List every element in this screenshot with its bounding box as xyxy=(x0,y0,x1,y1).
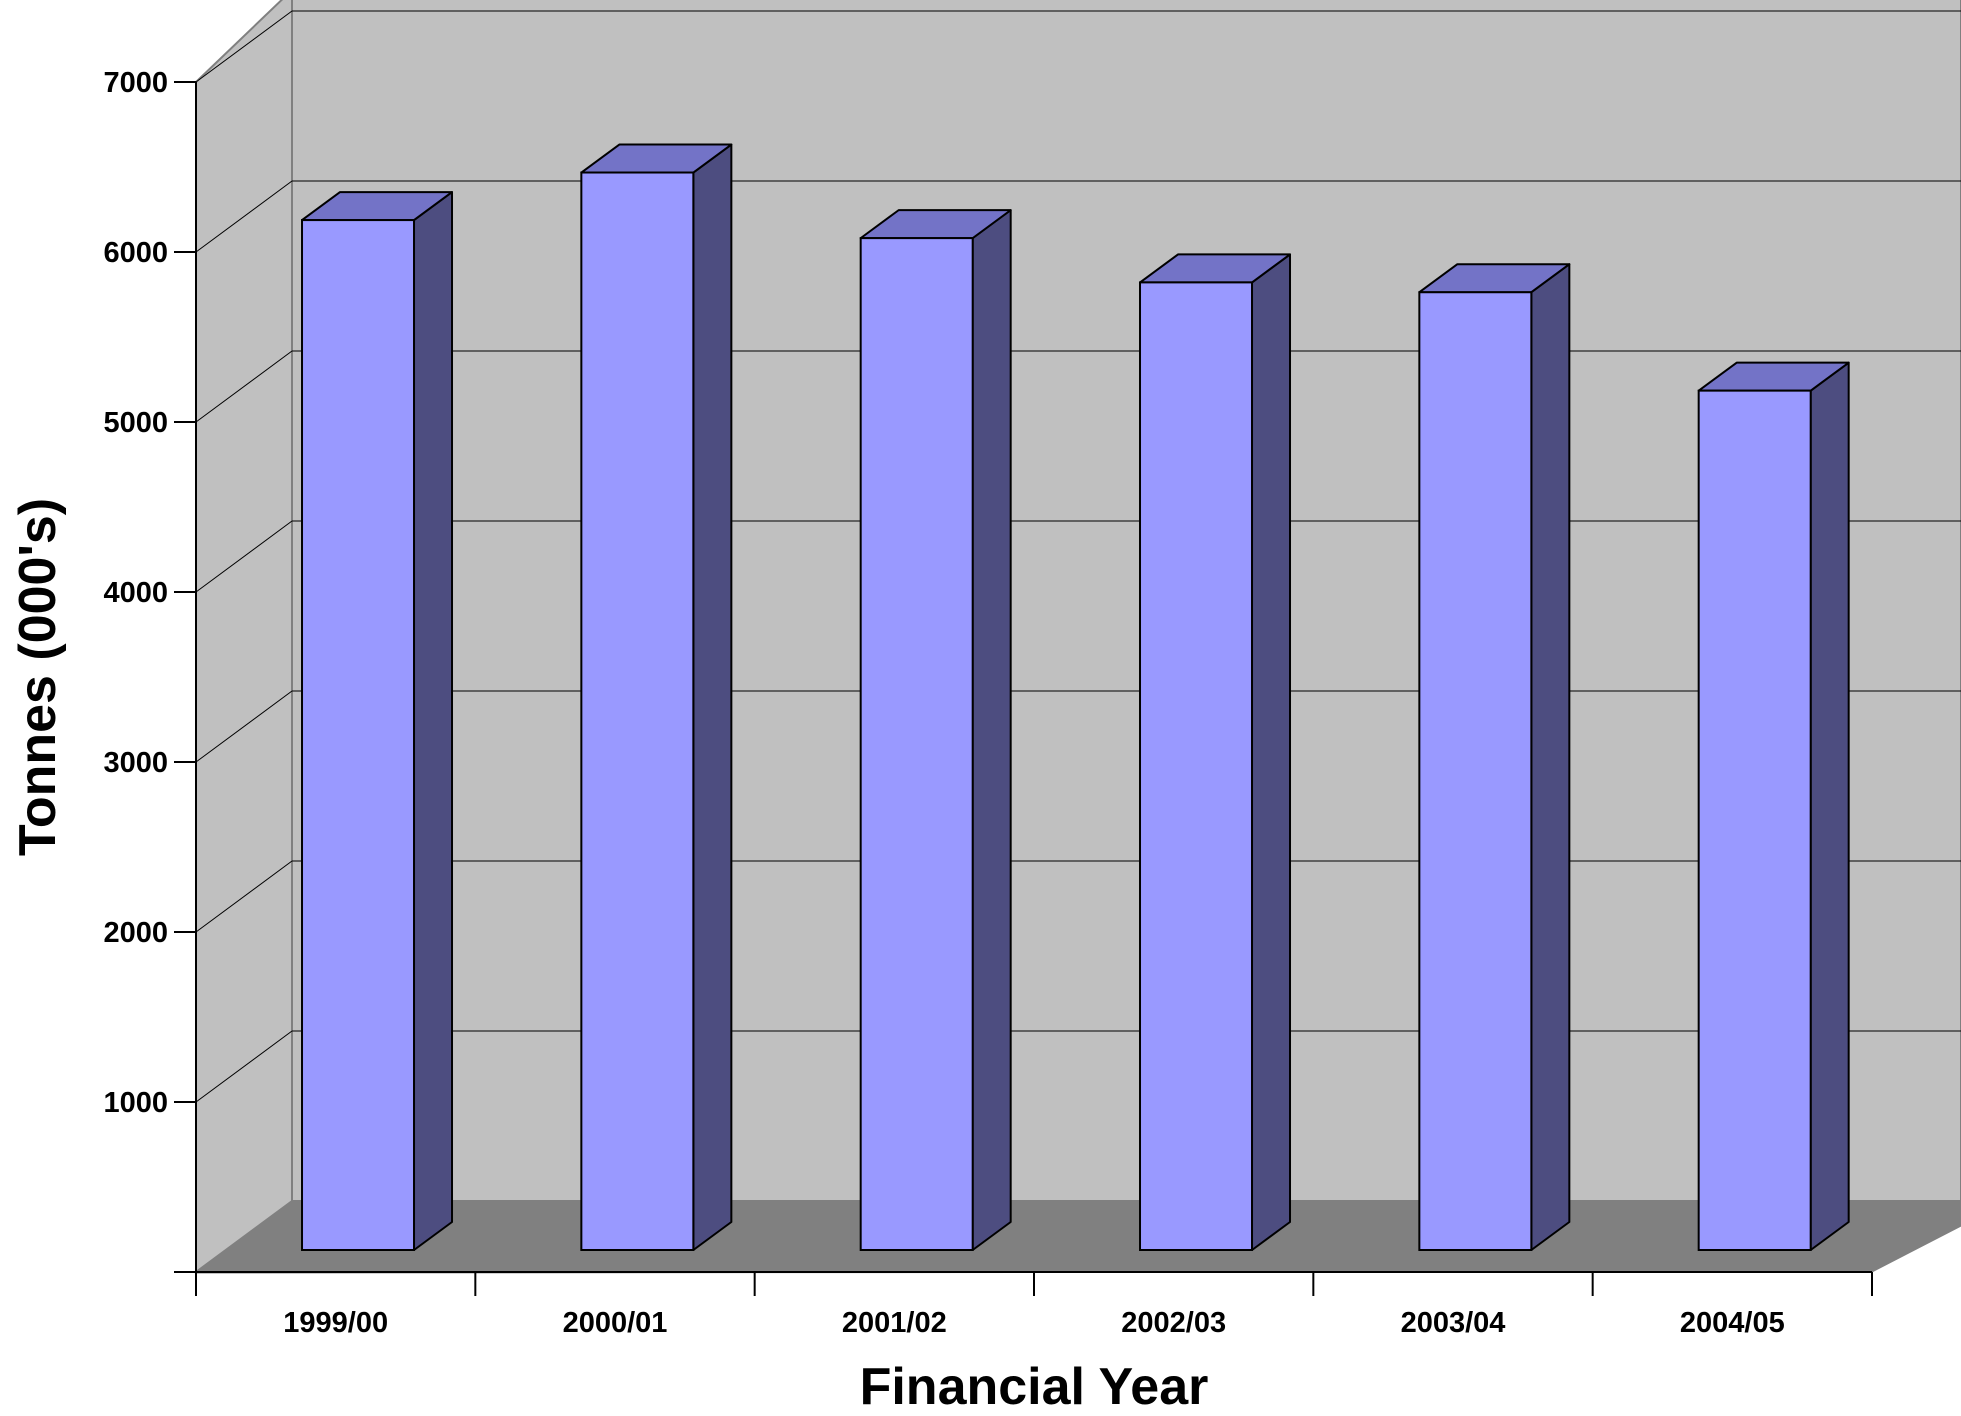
y-tick-label: 7000 xyxy=(103,67,168,99)
gridline-side xyxy=(195,1030,293,1103)
y-axis-title: Tonnes (000's) xyxy=(9,498,67,856)
gridline-side xyxy=(195,180,293,253)
x-tick-label: 2003/04 xyxy=(1401,1307,1506,1339)
bar-side xyxy=(1530,263,1571,1251)
x-axis-title: Financial Year xyxy=(860,1358,1209,1416)
bar xyxy=(301,219,416,1252)
bar-side xyxy=(1809,361,1850,1251)
y-tick-labels: 1000 2000 3000 4000 5000 6000 7000 xyxy=(103,67,168,1119)
x-tick-label: 1999/00 xyxy=(283,1307,388,1339)
gridline-side xyxy=(195,860,293,933)
y-tick-label: 4000 xyxy=(103,577,168,609)
gridline-side xyxy=(195,10,293,83)
gridlines xyxy=(195,10,1961,1103)
side-wall xyxy=(195,0,293,1274)
bar xyxy=(1697,389,1812,1251)
floor xyxy=(194,1200,1961,1274)
chart-walls xyxy=(194,0,1961,1274)
bar-side xyxy=(971,209,1012,1251)
axes xyxy=(174,81,1873,1296)
y-tick-label: 1000 xyxy=(103,1087,168,1119)
x-tick-label: 2000/01 xyxy=(563,1307,668,1339)
gridline-side xyxy=(195,350,293,423)
bar-side xyxy=(1251,253,1292,1251)
x-tick-labels: 1999/00 2000/01 2001/02 2002/03 2003/04 2004/… xyxy=(283,1307,1784,1339)
bar-side xyxy=(692,143,733,1251)
bar xyxy=(1139,281,1254,1251)
x-tick-label: 2001/02 xyxy=(842,1307,947,1339)
x-tick-label: 2002/03 xyxy=(1121,1307,1226,1339)
y-tick-label: 2000 xyxy=(103,917,168,949)
bar xyxy=(1418,291,1533,1251)
bar xyxy=(580,171,695,1251)
y-tick-label: 6000 xyxy=(103,237,168,269)
y-tick-label: 3000 xyxy=(103,747,168,779)
bars xyxy=(301,143,1850,1252)
gridline-side xyxy=(195,690,293,763)
bar-side xyxy=(413,191,454,1251)
x-tick-label: 2004/05 xyxy=(1680,1307,1785,1339)
gridline-side xyxy=(195,520,293,593)
y-tick-label: 5000 xyxy=(103,407,168,439)
bar xyxy=(859,237,974,1251)
